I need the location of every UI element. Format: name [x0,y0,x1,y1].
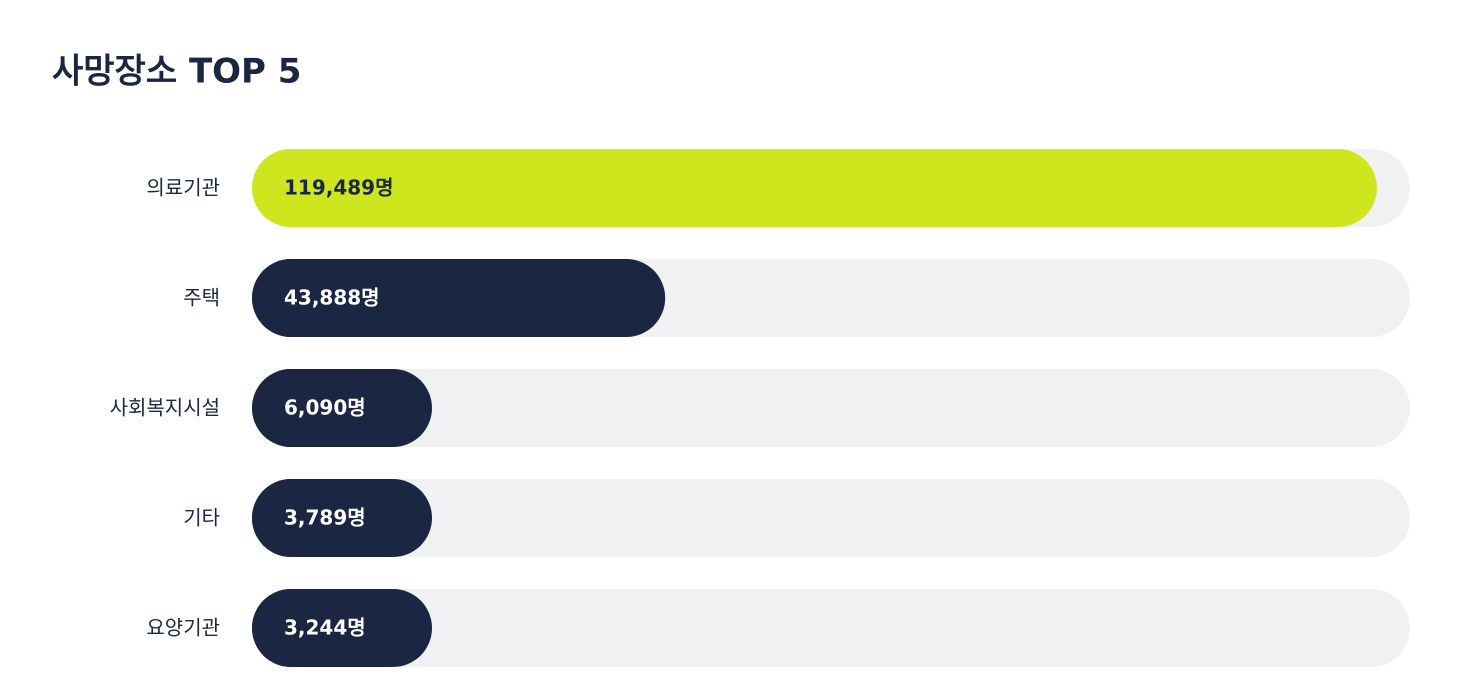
bar-track [252,369,1410,447]
bar [252,589,330,667]
category-label: 요양기관 [146,616,220,640]
category-label: 의료기관 [146,176,220,200]
value-label: 43,888명 [284,286,380,310]
bar-track [252,589,1410,667]
bar-track [252,479,1410,557]
value-label: 3,789명 [284,506,366,530]
category-label: 사회복지시설 [110,396,220,420]
value-label: 119,489명 [284,176,394,200]
bar [252,259,666,337]
value-label: 3,244명 [284,616,366,640]
value-label: 6,090명 [284,396,366,420]
bar [252,369,330,447]
bar [252,479,330,557]
category-label: 기타 [183,506,220,530]
chart-title: 사망장소 TOP 5 [52,52,301,92]
bar [252,149,1377,227]
category-label: 주택 [183,286,220,310]
